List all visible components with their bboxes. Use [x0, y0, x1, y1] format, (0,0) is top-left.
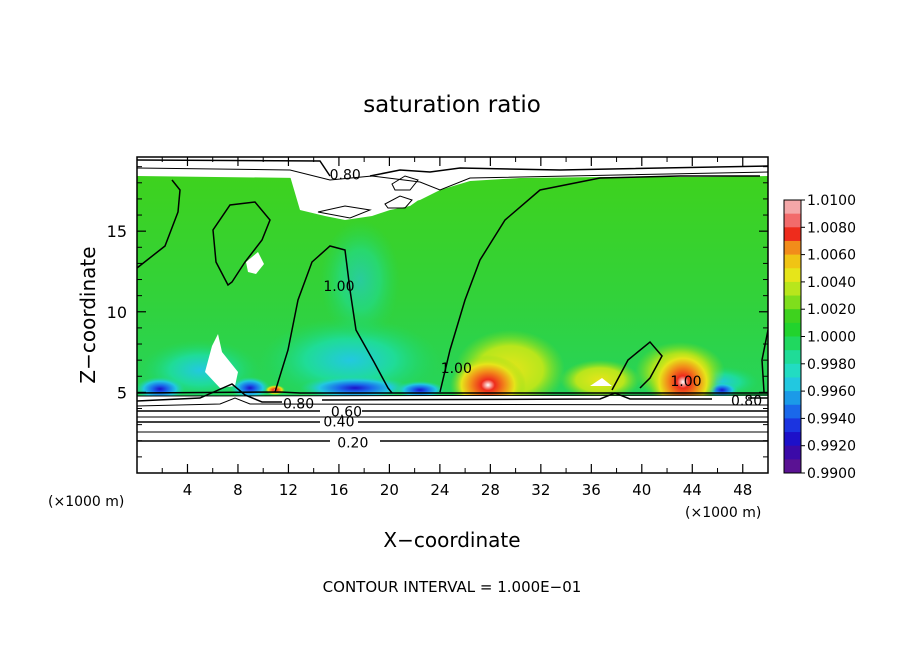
colorbar-swatch — [784, 268, 801, 283]
blue-spot-4 — [395, 381, 445, 399]
x-axis-unit-right: (×1000 m) — [685, 505, 761, 521]
colorbar-swatch — [784, 295, 801, 310]
colorbar-swatch — [784, 350, 801, 365]
colorbar-swatch — [784, 377, 801, 392]
y-tick-label: 5 — [117, 383, 127, 402]
plot-frame — [136, 156, 769, 474]
contour-label: 0.80 — [731, 393, 762, 409]
colorbar-swatch — [784, 200, 801, 215]
colorbar-labels: 1.0100 1.0080 1.0060 1.0040 1.0020 1.0000 0.99… — [801, 193, 856, 482]
chart-title: saturation ratio — [363, 92, 541, 118]
colorbar-swatch — [784, 391, 801, 406]
x-tick-label: 24 — [430, 481, 449, 499]
colorbar-label: 0.9980 — [807, 357, 856, 373]
contour-1.00-cell — [611, 340, 663, 391]
colorbar-swatch — [784, 213, 801, 228]
lower-layer — [137, 396, 768, 473]
x-tick-label: 20 — [380, 481, 399, 499]
y-tick-label: 15 — [107, 222, 127, 241]
contour-label: 1.00 — [670, 374, 701, 390]
colorbar: 1.0100 1.0080 1.0060 1.0040 1.0020 1.0000 0.99… — [783, 193, 856, 482]
dry-patch-left — [205, 334, 238, 388]
contour-1.00-left — [137, 179, 181, 269]
colorbar-label: 1.0000 — [807, 330, 856, 346]
contour-interval-note: CONTOUR INTERVAL = 1.000E−01 — [323, 578, 582, 596]
x-tick-label: 48 — [733, 481, 752, 499]
y-tick-label: 10 — [107, 303, 127, 322]
colorbar-swatch — [784, 322, 801, 337]
colorbar-swatch — [784, 336, 801, 351]
contour-lines — [137, 159, 768, 442]
x-axis-unit-left: (×1000 m) — [48, 494, 124, 510]
x-tick-label: 36 — [582, 481, 601, 499]
x-tick-label: 4 — [183, 481, 193, 499]
colorbar-label: 0.9900 — [807, 466, 856, 482]
colorbar-swatch — [784, 404, 801, 419]
colorbar-label: 0.9960 — [807, 384, 856, 400]
dry-patch-right — [590, 378, 612, 386]
contour-upper-closed — [384, 175, 419, 209]
contour-label: 1.00 — [323, 279, 354, 295]
colorbar-swatch — [784, 309, 801, 324]
colorbar-swatch — [784, 432, 801, 447]
colorbar-swatch — [784, 281, 801, 297]
x-tick-label: 44 — [683, 481, 702, 499]
dry-patch-upper — [290, 176, 440, 220]
contour-1.00-right — [761, 329, 768, 393]
x-tick-label: 12 — [279, 481, 298, 499]
blue-spot-1 — [137, 377, 185, 401]
heatmap-field: 0.80 1.00 1.00 1.00 0.80 0.600.40 0.20 0.80 — [137, 157, 768, 473]
colorbar-label: 1.0040 — [807, 275, 856, 291]
y-axis-label: Z−coordinate — [76, 246, 100, 383]
contour-1.00-surface — [137, 391, 768, 394]
blue-spot-2 — [230, 377, 270, 399]
colorbar-swatches — [784, 200, 801, 474]
colorbar-swatch — [784, 459, 801, 474]
colorbar-label: 1.0100 — [807, 193, 856, 209]
contour-0.70 — [137, 397, 768, 407]
x-tick-label: 8 — [233, 481, 243, 499]
x-tick-label: 16 — [329, 481, 348, 499]
colorbar-swatch — [784, 363, 801, 378]
colorbar-label: 1.0020 — [807, 302, 856, 318]
blue-spot-3 — [300, 376, 410, 400]
contour-label: 0.60 — [331, 405, 362, 421]
colorbar-swatch — [784, 227, 801, 242]
x-tick-label: 28 — [481, 481, 500, 499]
x-tick-label: 32 — [531, 481, 550, 499]
contour-label: 0.40 — [323, 414, 354, 430]
contour-0.80-upper — [137, 159, 768, 177]
contour-1.00-column — [274, 245, 393, 394]
colorbar-swatch — [784, 254, 801, 269]
colorbar-swatch — [784, 418, 801, 433]
contour-0.90-upper — [137, 167, 768, 191]
contour-0.90 — [137, 394, 768, 397]
colorbar-swatch — [784, 445, 801, 460]
y-axis: 5 10 15 — [107, 166, 768, 458]
contour-upper-dry — [317, 205, 372, 219]
contour-label: 0.20 — [337, 435, 368, 451]
contour-labels: 0.80 1.00 1.00 1.00 0.80 0.600.40 0.20 0.80 — [283, 168, 762, 452]
dry-patch-left2 — [246, 252, 264, 274]
cyan-band-upper — [320, 220, 400, 340]
colorbar-label: 1.0080 — [807, 220, 856, 236]
x-axis-label: X−coordinate — [383, 528, 520, 552]
contour-label: 0.80 — [330, 168, 361, 184]
colorbar-label: 1.0060 — [807, 248, 856, 264]
contour-1.00-bubble — [212, 201, 271, 287]
x-tick-label: 40 — [632, 481, 651, 499]
colorbar-swatch — [784, 240, 801, 256]
contour-1.00-front — [439, 175, 760, 393]
contour-label: 0.80 — [283, 397, 314, 413]
x-axis: 4 8 12 16 20 24 28 32 36 40 44 48 — [161, 157, 769, 499]
colorbar-label: 0.9940 — [807, 411, 856, 427]
contour-label: 1.00 — [441, 361, 472, 377]
colorbar-label: 0.9920 — [807, 439, 856, 455]
